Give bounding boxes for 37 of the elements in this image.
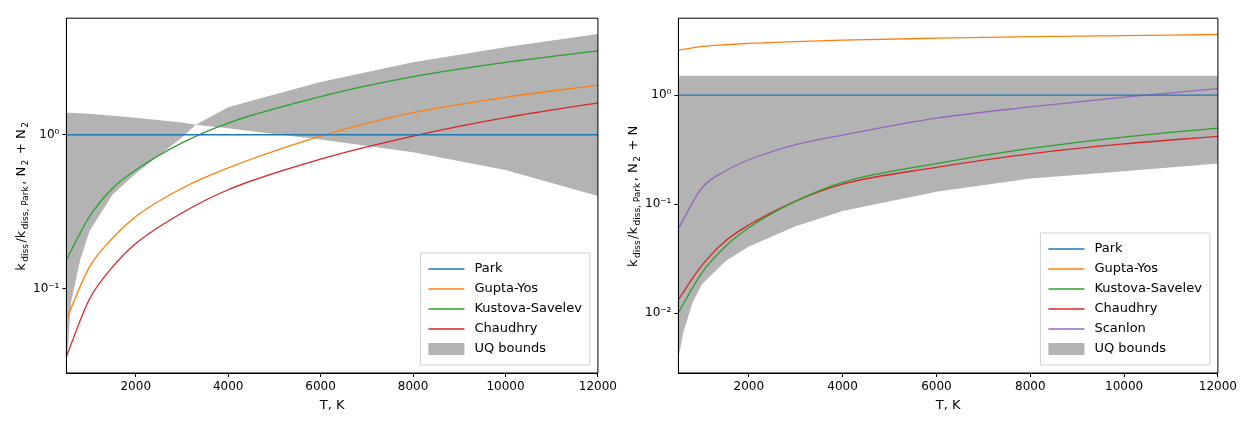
y-tick-label: 10⁻¹ bbox=[644, 196, 672, 211]
x-tick-label: 4000 bbox=[212, 379, 244, 394]
x-tick-label: 2000 bbox=[733, 379, 765, 394]
x-tick-label: 4000 bbox=[827, 379, 858, 394]
legend-label: Chaudhry bbox=[1094, 300, 1158, 316]
x-tick-label: 6000 bbox=[921, 379, 952, 394]
x-axis-title: T, K bbox=[934, 396, 961, 412]
line-series bbox=[678, 87, 1218, 230]
y-tick-label: 10⁻² bbox=[644, 305, 672, 320]
x-tick-label: 12000 bbox=[578, 379, 618, 394]
line-series bbox=[66, 102, 598, 358]
y-tick-label: 10⁰ bbox=[651, 87, 672, 102]
legend-label: Gupta-Yos bbox=[1094, 260, 1159, 276]
y-axis-title: kdiss/kdiss, Park, N2 + N2 bbox=[13, 122, 31, 271]
x-tick-label: 8000 bbox=[397, 379, 429, 394]
line-series bbox=[66, 50, 598, 261]
x-tick-label: 10000 bbox=[486, 379, 525, 394]
legend-label: Scanlon bbox=[1094, 320, 1146, 336]
legend-label: Park bbox=[1094, 240, 1123, 256]
legend-label: UQ bounds bbox=[1094, 340, 1167, 356]
line-series bbox=[66, 84, 598, 320]
legend-label: Chaudhry bbox=[474, 320, 538, 336]
legend-label: Park bbox=[474, 260, 503, 276]
legend-label: Kustova-Savelev bbox=[1094, 280, 1203, 296]
x-tick-label: 2000 bbox=[120, 379, 152, 394]
x-tick-label: 6000 bbox=[305, 379, 336, 394]
legend-label: Kustova-Savelev bbox=[474, 300, 583, 316]
x-axis-title: T, K bbox=[318, 396, 345, 412]
line-series bbox=[678, 33, 1218, 51]
y-tick-label: 10⁰ bbox=[39, 126, 60, 141]
y-axis-title: kdiss/kdiss, Park, N2 + N bbox=[625, 125, 643, 268]
legend-label: Gupta-Yos bbox=[474, 280, 539, 296]
y-tick-label: 10⁻¹ bbox=[32, 281, 60, 296]
x-tick-label: 10000 bbox=[1104, 379, 1144, 394]
legend-label: UQ bounds bbox=[474, 340, 547, 356]
x-tick-label: 12000 bbox=[1198, 379, 1238, 394]
x-tick-label: 8000 bbox=[1014, 379, 1046, 394]
